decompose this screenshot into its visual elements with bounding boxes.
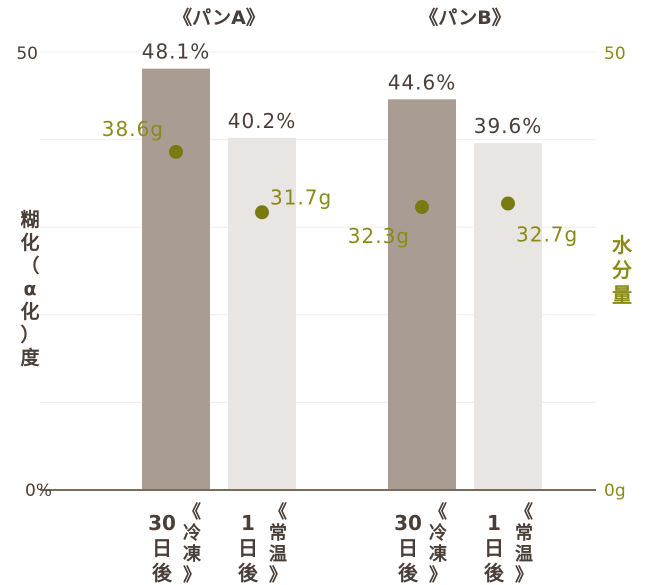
moisture-label: 31.7g	[270, 185, 332, 209]
moisture-dot	[255, 205, 269, 220]
bar	[388, 99, 456, 490]
moisture-label: 32.7g	[516, 223, 578, 247]
left-axis-title-char: （	[20, 254, 39, 277]
x-tick-sublabel: 》	[429, 565, 447, 585]
bar-value-label: 44.6%	[388, 70, 457, 94]
x-tick-sublabel: 温	[269, 544, 287, 565]
x-tick-label: 後	[238, 561, 259, 585]
x-tick-sublabel: 《	[183, 502, 201, 523]
x-tick-sublabel: 常	[269, 522, 287, 544]
x-tick-sublabel: 《	[429, 502, 447, 523]
right-axis-title-char: 分	[612, 258, 632, 282]
x-tick-label: 後	[152, 561, 173, 585]
group-title: 《パンA》	[173, 6, 265, 29]
x-tick-sublabel: 常	[515, 522, 533, 544]
right-axis-title-char: 水	[612, 233, 633, 257]
x-tick-label: 日	[398, 536, 418, 560]
x-tick-sublabel: 》	[269, 565, 287, 585]
left-axis-title-char: 化	[20, 231, 39, 254]
bar	[142, 68, 210, 491]
left-axis-title-char: 化	[20, 300, 39, 323]
x-tick-sublabel: 》	[183, 565, 201, 585]
bar-value-label: 48.1%	[142, 40, 211, 64]
x-tick-sublabel: 《	[515, 502, 533, 523]
bar-value-label: 39.6%	[474, 114, 543, 138]
left-axis-tick-label: 50	[16, 44, 38, 64]
moisture-dot	[169, 144, 183, 159]
x-tick-label: 日	[238, 536, 258, 560]
bar	[228, 137, 296, 490]
bar	[474, 143, 542, 490]
x-tick-sublabel: 凍	[429, 543, 448, 565]
right-axis-tick-label: 50	[604, 44, 626, 64]
x-tick-sublabel: 冷	[183, 522, 201, 544]
left-axis-title-char: 糊	[20, 208, 39, 231]
moisture-dot	[415, 200, 429, 215]
group-title: 《パンB》	[419, 6, 510, 29]
x-tick-sublabel: 》	[515, 565, 533, 585]
x-tick-sublabel: 温	[515, 544, 533, 565]
x-tick-label: 30	[394, 511, 422, 535]
right-axis-title-char: 量	[612, 283, 632, 307]
x-tick-label: 日	[152, 536, 172, 560]
x-tick-label: 1	[487, 511, 501, 535]
moisture-dot	[501, 196, 515, 211]
x-tick-label: 日	[484, 536, 504, 560]
x-tick-label: 1	[241, 511, 255, 535]
right-axis-tick-label: 0g	[604, 481, 626, 501]
x-tick-label: 後	[484, 561, 505, 585]
moisture-label: 32.3g	[348, 224, 410, 248]
x-tick-sublabel: 《	[269, 502, 287, 523]
left-axis-title-char: 度	[20, 346, 40, 369]
left-axis-title-char: ）	[20, 323, 39, 346]
moisture-label: 38.6g	[102, 117, 164, 141]
left-axis-title-char: α	[23, 278, 36, 300]
x-tick-label: 30	[148, 511, 176, 535]
bar-value-label: 40.2%	[228, 109, 297, 133]
x-tick-sublabel: 冷	[429, 522, 447, 544]
x-tick-sublabel: 凍	[183, 543, 202, 565]
left-axis-tick-label: 0%	[25, 481, 52, 501]
x-tick-label: 後	[398, 561, 419, 585]
